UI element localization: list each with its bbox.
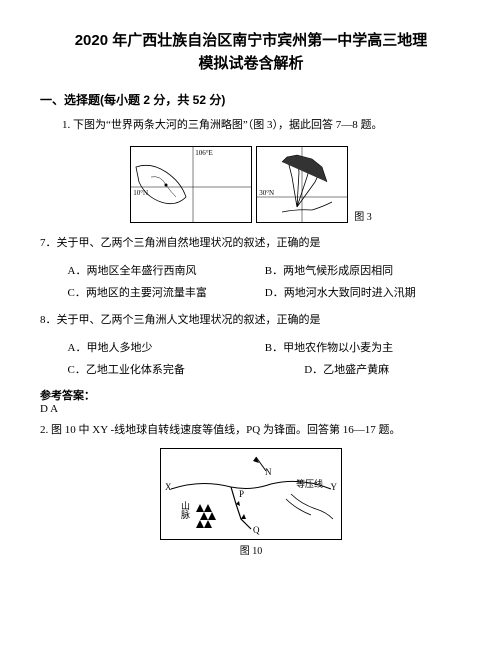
title-line-2: 模拟试卷含解析 (198, 55, 303, 72)
q8-option-b: B．甲地农作物以小麦为主 (265, 337, 462, 359)
figure-3-label: 图 3 (354, 208, 372, 223)
document-title: 2020 年广西壮族自治区南宁市宾州第一中学高三地理 模拟试卷含解析 (40, 30, 462, 75)
q8-option-c: C．乙地工业化体系完备 (68, 359, 305, 381)
title-line-1: 2020 年广西壮族自治区南宁市宾州第一中学高三地理 (75, 32, 428, 49)
question-7-options: A．两地区全年盛行西南风 B．两地气候形成原因相同 C．两地区的主要河流量丰富 … (40, 260, 462, 304)
p-label: P (239, 489, 244, 499)
map-left-svg (131, 147, 251, 222)
question-7-stem: 7．关于甲、乙两个三角洲自然地理状况的叙述，正确的是 (40, 233, 462, 254)
y-label: Y (331, 482, 338, 492)
q8-option-d: D．乙地盛产黄麻 (304, 359, 462, 381)
section-title: 一、选择题(每小题 2 分，共 52 分) (40, 91, 462, 108)
q-label: Q (253, 525, 260, 535)
q7-option-b: B．两地气候形成原因相同 (265, 260, 462, 282)
figure-10-svg (161, 449, 341, 539)
figure-10-box: N X Y P Q 山脉 等压线 (160, 448, 342, 540)
answer-text: D A (40, 403, 462, 415)
answer-title: 参考答案： (40, 387, 462, 403)
question-8-options: A．甲地人多地少 B．甲地农作物以小麦为主 C．乙地工业化体系完备 D．乙地盛产… (40, 337, 462, 381)
q7-option-a: A．两地区全年盛行西南风 (68, 260, 265, 282)
figure-3-left: 106°E 10°N (130, 146, 252, 223)
coord-30n: 30°N (259, 189, 274, 197)
contour-label: 等压线 (296, 477, 323, 490)
q7-option-c: C．两地区的主要河流量丰富 (68, 282, 265, 304)
q7-option-d: D．两地河水大致同时进入汛期 (265, 282, 462, 304)
figure-10-label: 图 10 (240, 542, 263, 557)
q8-option-a: A．甲地人多地少 (68, 337, 265, 359)
question-8-stem: 8．关于甲、乙两个三角洲人文地理状况的叙述，正确的是 (40, 310, 462, 331)
coord-10n: 10°N (133, 189, 148, 197)
north-label: N (265, 467, 272, 477)
figure-10-container: N X Y P Q 山脉 等压线 图 10 (40, 448, 462, 557)
figure-3-right: 30°N (256, 146, 348, 223)
x-label: X (165, 482, 172, 492)
question-1-intro: 1. 下图为“世界两条大河的三角洲略图”（图 3），据此回答 7—8 题。 (40, 116, 462, 136)
document-page: 2020 年广西壮族自治区南宁市宾州第一中学高三地理 模拟试卷含解析 一、选择题… (0, 0, 502, 587)
coord-106e: 106°E (195, 149, 213, 157)
map-right-svg (257, 147, 347, 222)
figure-3-row: 106°E 10°N 30°N 图 3 (40, 146, 462, 223)
question-2-intro: 2. 图 10 中 XY -线地球自转线速度等值线，PQ 为锋面。回答第 16—… (40, 421, 462, 441)
mountain-label: 山脉 (179, 501, 192, 519)
